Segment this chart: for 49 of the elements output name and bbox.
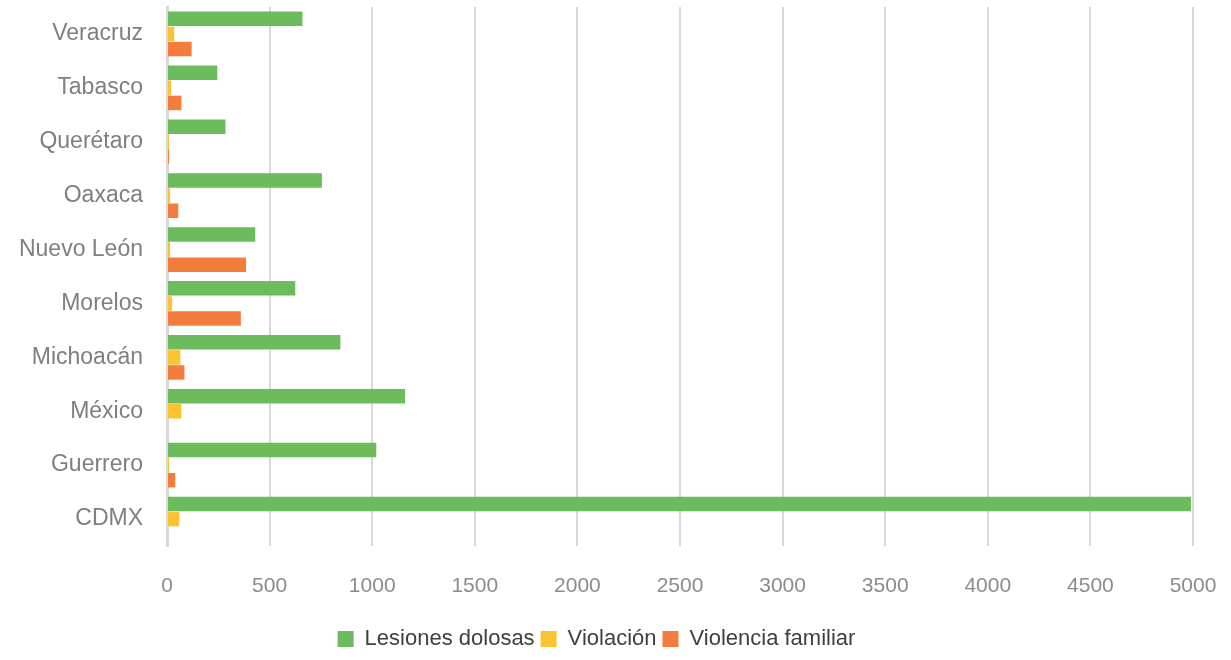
- bar: [168, 365, 185, 380]
- legend-label: Lesiones dolosas: [364, 625, 535, 651]
- bar: [168, 65, 218, 80]
- legend-label: Violencia familiar: [689, 625, 856, 651]
- bar: [168, 496, 1191, 512]
- y-tick-label: Querétaro: [39, 127, 143, 154]
- y-tick-label: México: [70, 396, 143, 423]
- legend-label: Violación: [567, 625, 657, 651]
- bar: [168, 11, 303, 27]
- x-tick-label: 500: [252, 573, 288, 597]
- bar: [168, 188, 171, 203]
- bar: [168, 296, 173, 311]
- bar: [168, 119, 226, 134]
- x-tick-label: 3500: [861, 573, 909, 597]
- x-tick-label: 0: [161, 573, 173, 597]
- x-tick-label: 2000: [554, 573, 601, 597]
- x-tick-label: 4000: [964, 573, 1012, 597]
- y-tick-label: Michoacán: [31, 342, 143, 369]
- bar: [168, 242, 171, 257]
- bar: [168, 26, 175, 42]
- x-tick-label: 5000: [1169, 573, 1217, 597]
- bar: [168, 281, 296, 296]
- y-tick-label: Nuevo León: [18, 234, 143, 261]
- x-tick-label: 1000: [348, 573, 396, 597]
- bar: [168, 80, 172, 96]
- bar: [168, 404, 182, 419]
- y-tick-label: Oaxaca: [63, 180, 144, 207]
- x-tick-label: 4500: [1067, 573, 1114, 597]
- bar: [168, 227, 256, 242]
- bar: [168, 350, 181, 365]
- y-tick-label: Guerrero: [50, 450, 143, 477]
- bar: [168, 311, 241, 326]
- bar: [168, 335, 341, 350]
- bar: [168, 388, 406, 404]
- y-tick-label: CDMX: [75, 504, 143, 531]
- y-tick-label: Morelos: [61, 288, 143, 315]
- y-tick-label: Tabasco: [57, 73, 143, 100]
- bar: [168, 41, 192, 57]
- x-tick-label: 1500: [451, 573, 499, 597]
- bar: [168, 173, 322, 188]
- x-tick-label: 3000: [759, 573, 806, 597]
- x-tick-label: 2500: [656, 573, 704, 597]
- bar: [168, 95, 182, 111]
- bar: [168, 511, 180, 527]
- y-tick-label: Veracruz: [52, 19, 143, 46]
- bar: [168, 473, 176, 488]
- bar: [168, 257, 246, 272]
- bar: [168, 442, 377, 458]
- bar: [168, 203, 179, 218]
